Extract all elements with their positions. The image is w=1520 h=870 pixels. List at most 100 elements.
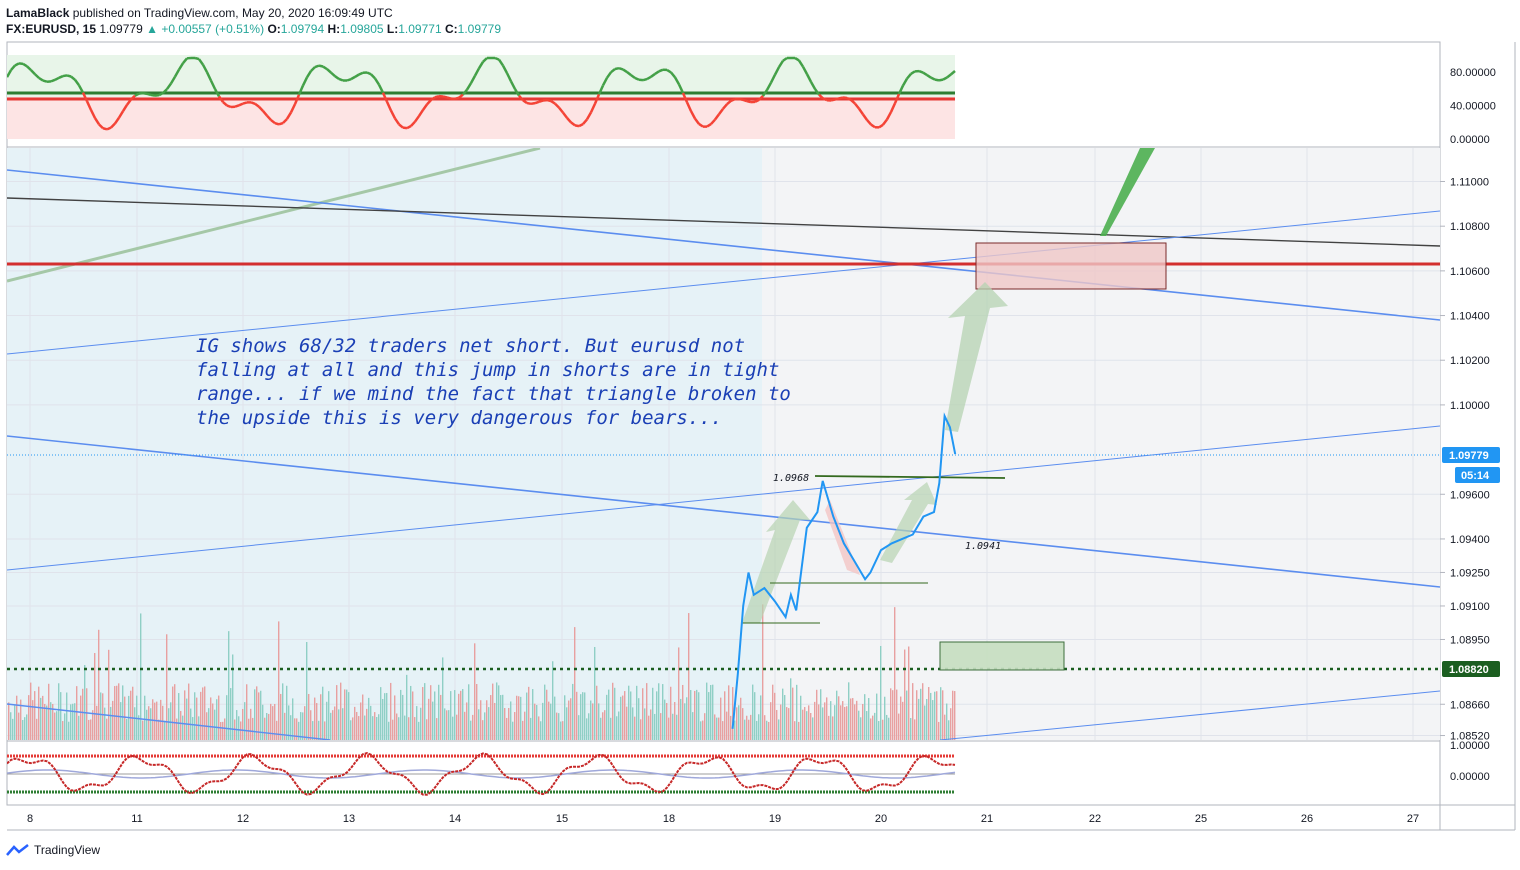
volume-bar [612,682,614,740]
volume-bar [148,706,150,740]
high-label: H: [327,22,341,36]
volume-bar [938,721,940,740]
volume-bar [562,721,564,740]
volume-bar [434,691,436,740]
osc-top-segment [410,120,416,127]
volume-bar [858,710,860,740]
volume-bar [118,683,120,740]
target-box[interactable] [975,242,1167,290]
osc-top-segment [509,80,517,90]
volume-bar [302,712,304,740]
volume-bar [666,703,668,740]
osc-top-segment [197,58,205,66]
osc-top-segment [10,64,16,71]
price-line[interactable] [731,412,957,729]
volume-bar [244,702,246,740]
author-name[interactable]: LamaBlack [6,6,70,20]
volume-bar [560,721,562,740]
osc-top-segment [610,68,616,74]
volume-bar [394,695,396,740]
osc-top-segment [889,102,897,113]
osc-top-segment [73,79,81,87]
price-tick-label: 1.09250 [1450,567,1490,579]
volume-bar [794,721,796,740]
osc-top-segment [14,62,20,67]
volume-bar [728,685,730,740]
volume-bar [166,634,168,740]
support-box[interactable] [939,641,1065,671]
price-tick-label: 1.10200 [1450,355,1490,367]
volume-bar [732,687,734,740]
volume-bar [816,689,818,740]
osc-top-segment [26,65,32,72]
osc-top-segment [726,99,732,106]
volume-bar [204,686,206,740]
osc-top-segment [654,70,660,75]
volume-bar [470,720,472,740]
volume-bar [572,683,574,740]
osc-top-segment [314,64,320,69]
volume-bar [822,707,824,740]
volume-bar [114,686,116,740]
volume-bar [496,682,498,740]
osc-top-segment [797,59,805,68]
volume-bar [60,692,62,740]
volume-bar [382,698,384,740]
volume-bar [154,702,156,740]
symbol-label[interactable]: FX:EURUSD, 15 [6,22,97,36]
volume-bar [172,686,174,740]
volume-bar [512,721,514,740]
osc-top-segment [710,118,716,125]
osc-top-segment [297,85,305,96]
osc-top-segment [234,104,240,108]
volume-bar [888,717,890,740]
osc-top-segment [930,76,936,81]
osc-top-segment [477,61,485,69]
volume-bar [76,686,78,740]
volume-bar [214,709,216,740]
volume-bar [306,642,308,740]
volume-bar [902,701,904,740]
volume-bar [144,695,146,740]
volume-bar [766,720,768,740]
osc-top-segment [385,101,393,112]
osc-top-segment [377,84,385,94]
volume-bar [736,707,738,740]
volume-bar [264,717,266,740]
level-label-low: 1.0941 [965,541,1001,552]
volume-bar [700,721,702,740]
volume-bar [592,703,594,740]
volume-bar [566,707,568,740]
osc-bottom-signal [7,769,956,779]
volume-bar [80,695,82,740]
volume-bar [138,715,140,740]
volume-bar [752,684,754,740]
volume-bar [574,627,576,740]
osc-top-segment [597,84,605,95]
volume-bar [582,692,584,740]
volume-bar [122,685,124,740]
volume-bar [68,721,70,740]
volume-bar [184,690,186,740]
time-tick-label: 13 [343,813,355,825]
osc-top-segment [934,78,940,82]
osc-top-segment [717,108,725,116]
osc-top-segment [589,103,597,113]
volume-bar [826,697,828,740]
green-target-arrow [1100,148,1155,236]
volume-bar [48,683,50,740]
volume-bar [358,716,360,740]
osc-top-segment [106,126,112,131]
note-line-2: falling at all and this jump in shorts a… [196,359,779,381]
osc-top-segment [730,97,736,102]
volume-bar [778,719,780,740]
osc-top-segment [518,94,524,102]
volume-bar [838,696,840,740]
volume-bar [730,715,732,740]
osc-top-segment [93,117,101,126]
volume-bar [914,719,916,740]
volume-bar [226,695,228,740]
volume-bar [942,690,944,740]
tradingview-footer[interactable]: TradingView [6,843,100,857]
